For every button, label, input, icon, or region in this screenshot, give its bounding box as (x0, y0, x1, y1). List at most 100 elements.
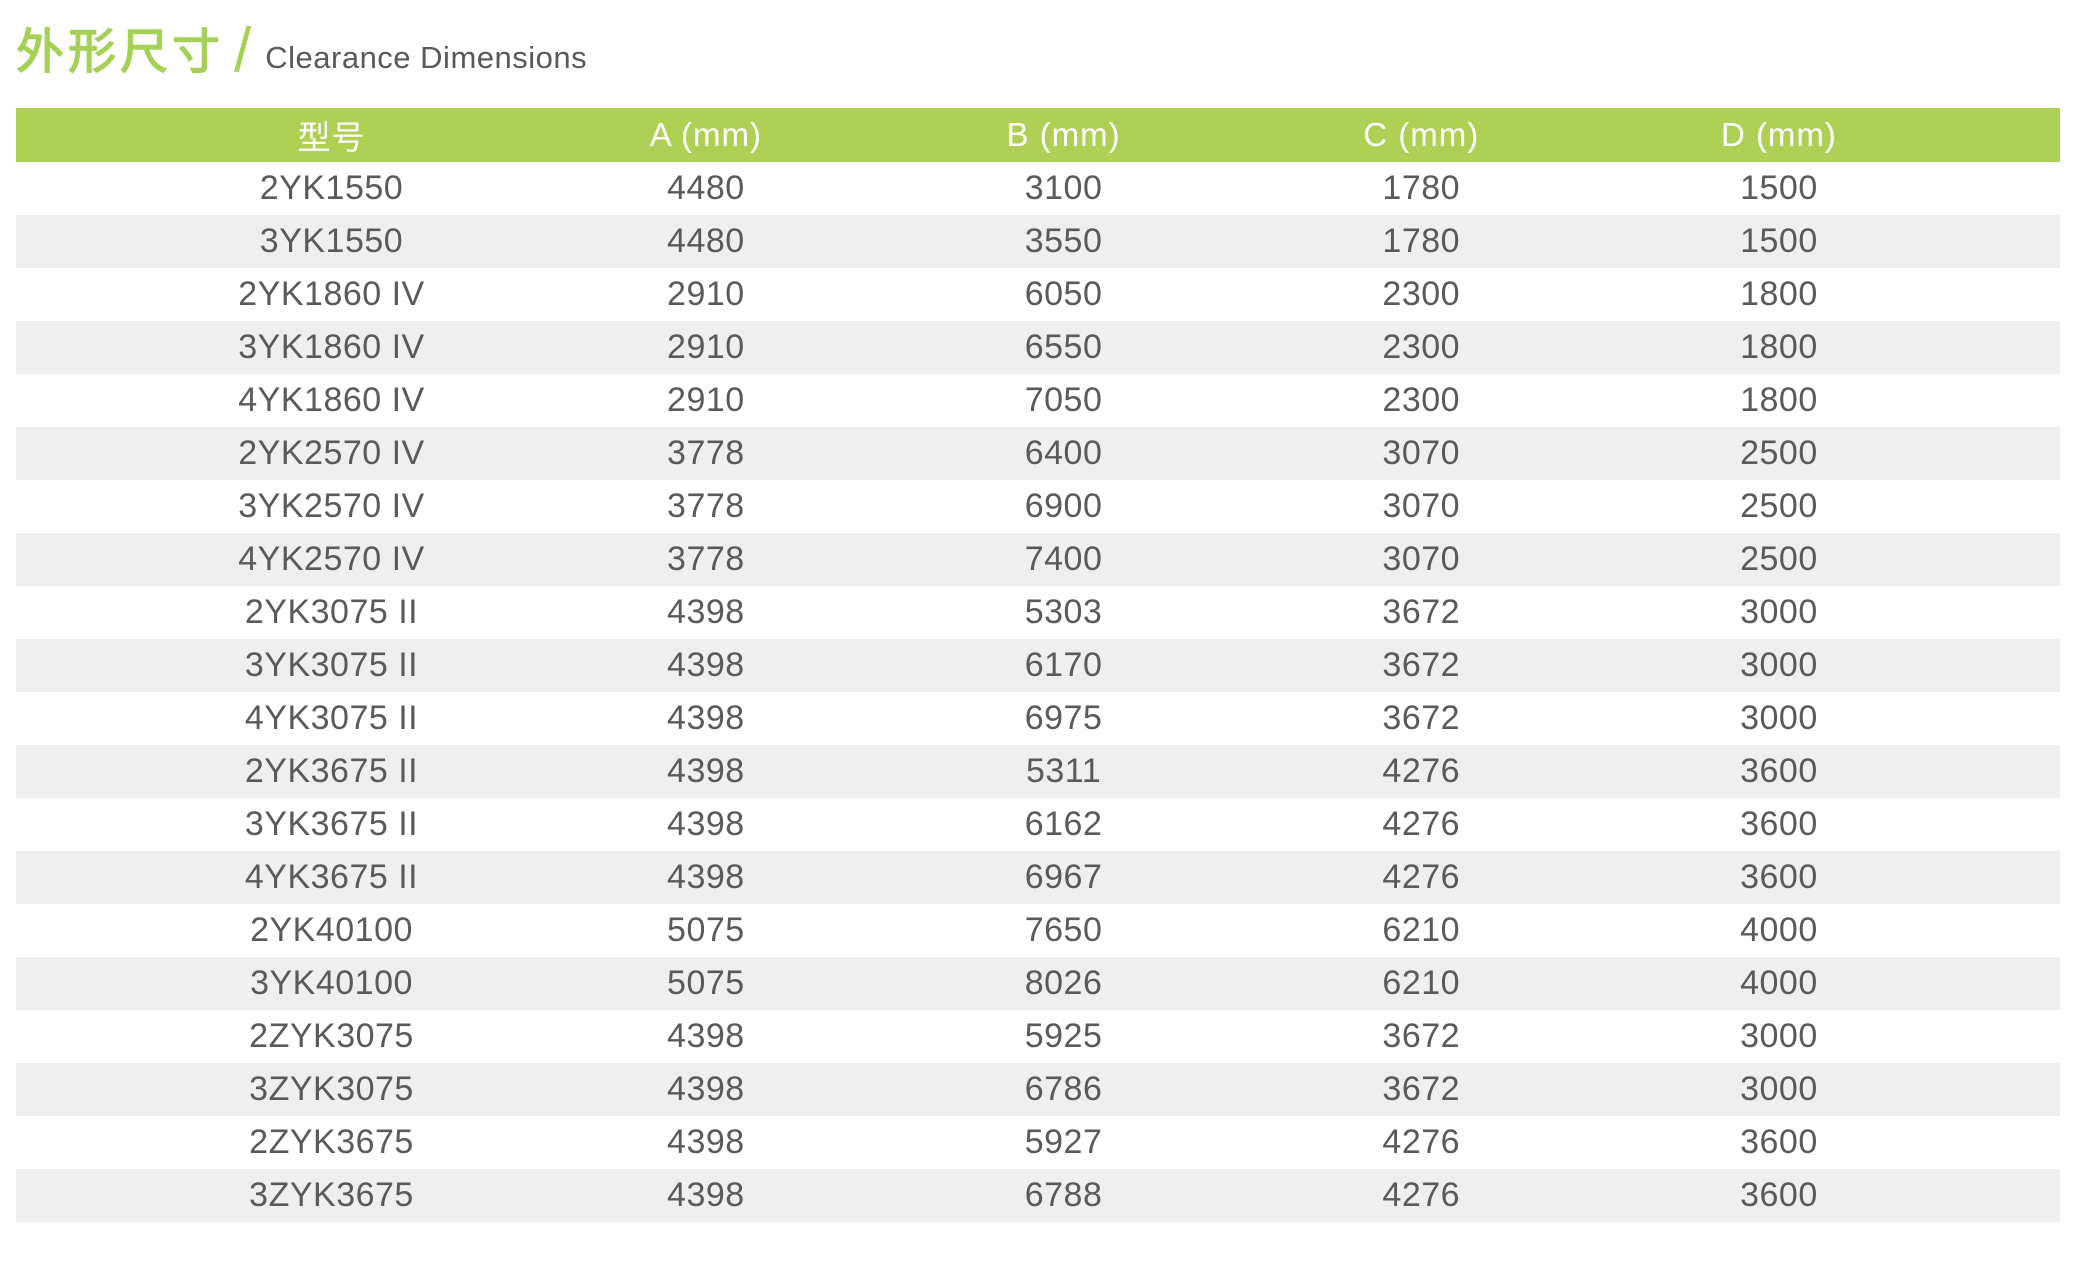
cell-b: 6050 (1024, 275, 1103, 313)
cell-filler (1958, 215, 2060, 268)
cell-a: 4398 (667, 858, 745, 896)
cell-a: 4398 (667, 646, 745, 684)
table-row: 3YK1550 4480 3550 1780 1500 (16, 215, 2060, 268)
table-body: 2YK1550 4480 3100 1780 1500 3YK1550 4480 3550 17… (16, 162, 2060, 1222)
col-header-d-mm: D (mm) (1600, 108, 1958, 162)
cell-model: 3ZYK3675 (249, 1176, 414, 1214)
cell-model: 3ZYK3075 (249, 1070, 414, 1108)
section-title: 外形尺寸 / Clearance Dimensions (16, 10, 587, 96)
cell-c: 4276 (1382, 1176, 1461, 1214)
col-header-filler (1957, 108, 2060, 162)
cell-model: 3YK3075 II (244, 646, 419, 684)
table-row: 2YK3675 II 4398 5311 4276 3600 (16, 745, 2060, 798)
cell-filler (1958, 268, 2060, 321)
cell-d: 4000 (1740, 911, 1818, 949)
cell-b: 7050 (1024, 381, 1103, 419)
cell-b: 5925 (1024, 1017, 1103, 1055)
cell-b: 6162 (1024, 805, 1103, 843)
cell-a: 3778 (667, 434, 745, 472)
cell-filler (1958, 533, 2060, 586)
cell-d: 2500 (1740, 540, 1818, 578)
cell-filler (1958, 904, 2060, 957)
cell-d: 3600 (1740, 752, 1818, 790)
cell-d: 2500 (1740, 487, 1818, 525)
cell-c: 3672 (1382, 699, 1461, 737)
cell-d: 3000 (1740, 593, 1818, 631)
cell-c: 3070 (1382, 434, 1461, 472)
cell-a: 3778 (667, 540, 745, 578)
cell-b: 3550 (1024, 222, 1103, 260)
cell-b: 6975 (1024, 699, 1103, 737)
cell-b: 6400 (1024, 434, 1103, 472)
cell-a: 2910 (667, 381, 745, 419)
cell-c: 3672 (1382, 1017, 1461, 1055)
cell-model: 4YK3075 II (244, 699, 419, 737)
cell-model: 4YK1860 IV (238, 381, 425, 419)
cell-filler (1958, 374, 2060, 427)
table-row: 3ZYK3075 4398 6786 3672 3000 (16, 1063, 2060, 1116)
cell-model: 4YK3675 II (244, 858, 419, 896)
cell-d: 2500 (1740, 434, 1818, 472)
cell-a: 4398 (667, 805, 745, 843)
cell-filler (1958, 851, 2060, 904)
table-row: 3ZYK3675 4398 6788 4276 3600 (16, 1169, 2060, 1222)
table-row: 4YK3075 II 4398 6975 3672 3000 (16, 692, 2060, 745)
cell-b: 7650 (1024, 911, 1103, 949)
cell-a: 5075 (667, 911, 745, 949)
cell-d: 3600 (1740, 805, 1818, 843)
col-header-model: 型号 (16, 108, 528, 162)
title-separator-slash: / (234, 16, 252, 85)
cell-filler (1958, 480, 2060, 533)
cell-c: 6210 (1382, 911, 1461, 949)
cell-b: 5311 (1025, 752, 1102, 790)
section-title-en: Clearance Dimensions (265, 40, 588, 75)
table-header-row: 型号 A (mm) B (mm) C (mm) D (mm) (16, 108, 2060, 162)
cell-filler (1958, 162, 2060, 215)
cell-model: 3YK1550 (259, 222, 404, 260)
cell-c: 1780 (1382, 169, 1461, 207)
cell-b: 6786 (1024, 1070, 1103, 1108)
cell-b: 3100 (1024, 169, 1103, 207)
table-row: 2ZYK3675 4398 5927 4276 3600 (16, 1116, 2060, 1169)
cell-c: 2300 (1382, 275, 1461, 313)
cell-a: 4398 (667, 699, 745, 737)
cell-filler (1958, 1116, 2060, 1169)
cell-c: 4276 (1382, 752, 1461, 790)
clearance-dimensions-table: 型号 A (mm) B (mm) C (mm) D (mm) 2YK1550 44… (16, 108, 2060, 1222)
cell-filler (1958, 957, 2060, 1010)
table-row: 2YK1860 IV 2910 6050 2300 1800 (16, 268, 2060, 321)
col-header-b-mm: B (mm) (884, 108, 1243, 162)
cell-filler (1958, 745, 2060, 798)
cell-b: 5927 (1024, 1123, 1103, 1161)
cell-b: 6967 (1024, 858, 1103, 896)
table-row: 2YK2570 IV 3778 6400 3070 2500 (16, 427, 2060, 480)
table-head: 型号 A (mm) B (mm) C (mm) D (mm) (16, 108, 2060, 162)
cell-d: 4000 (1740, 964, 1818, 1002)
cell-d: 1800 (1740, 381, 1818, 419)
cell-d: 1800 (1740, 275, 1818, 313)
table-row: 2YK1550 4480 3100 1780 1500 (16, 162, 2060, 215)
cell-d: 3600 (1740, 1176, 1818, 1214)
cell-c: 3672 (1382, 593, 1461, 631)
cell-model: 2YK1550 (259, 169, 404, 207)
table-row: 4YK2570 IV 3778 7400 3070 2500 (16, 533, 2060, 586)
cell-model: 2YK1860 IV (238, 275, 425, 313)
cell-b: 6170 (1024, 646, 1103, 684)
cell-model: 2YK2570 IV (238, 434, 425, 472)
cell-filler (1958, 692, 2060, 745)
cell-model: 3YK3675 II (244, 805, 419, 843)
table-row: 3YK2570 IV 3778 6900 3070 2500 (16, 480, 2060, 533)
cell-filler (1958, 321, 2060, 374)
col-header-c-mm: C (mm) (1242, 108, 1601, 162)
cell-model: 2YK40100 (250, 911, 413, 949)
cell-c: 3672 (1382, 1070, 1461, 1108)
cell-d: 3000 (1740, 1070, 1818, 1108)
cell-a: 2910 (667, 275, 745, 313)
cell-a: 2910 (667, 328, 745, 366)
cell-d: 3000 (1740, 699, 1818, 737)
table-row: 2ZYK3075 4398 5925 3672 3000 (16, 1010, 2060, 1063)
cell-model: 3YK1860 IV (238, 328, 425, 366)
cell-model: 3YK40100 (250, 964, 413, 1002)
cell-b: 8026 (1024, 964, 1103, 1002)
